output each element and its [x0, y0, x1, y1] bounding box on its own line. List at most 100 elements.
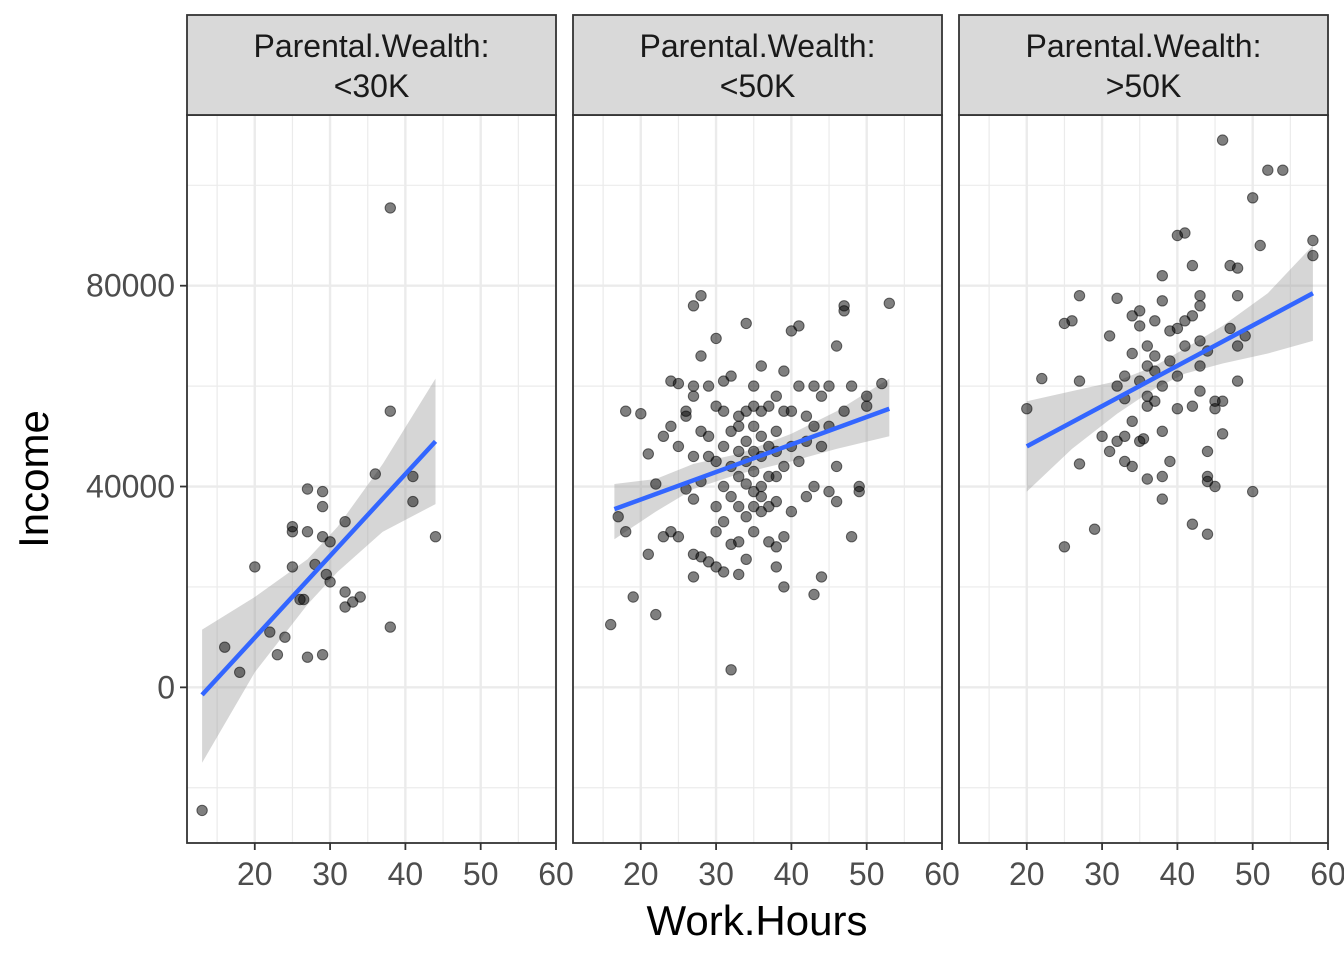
x-tick-label: 20 — [1009, 856, 1045, 892]
x-tick-label: 50 — [463, 856, 499, 892]
data-point — [876, 377, 888, 390]
data-point — [1209, 480, 1221, 493]
data-point — [695, 350, 707, 362]
data-point — [1307, 234, 1319, 247]
facet-strip-label: Parental.Wealth: — [640, 28, 876, 64]
data-point — [770, 425, 782, 437]
data-point — [339, 586, 351, 598]
data-point — [1194, 300, 1206, 312]
data-point — [1164, 455, 1176, 468]
data-point — [733, 500, 745, 513]
y-axis-title: Income — [10, 410, 57, 548]
data-point — [740, 553, 752, 565]
data-point — [1247, 192, 1259, 204]
data-point — [717, 516, 730, 528]
panel-background — [187, 115, 556, 843]
data-point — [793, 455, 805, 468]
data-point — [830, 340, 843, 352]
data-point — [755, 430, 767, 442]
data-point — [770, 561, 782, 573]
data-point — [808, 420, 820, 432]
data-point — [1119, 430, 1131, 442]
data-point — [815, 390, 828, 402]
data-point — [725, 490, 737, 503]
data-point — [1156, 270, 1169, 282]
data-point — [1134, 305, 1146, 317]
data-point — [642, 548, 654, 560]
x-tick-label: 40 — [1160, 856, 1196, 892]
panel-content — [605, 290, 895, 676]
data-point — [1096, 430, 1108, 442]
data-point — [755, 480, 767, 493]
data-point — [1216, 395, 1229, 407]
data-point — [733, 420, 745, 432]
data-point — [793, 380, 805, 392]
data-point — [748, 420, 760, 432]
facet-strip-label: <50K — [720, 68, 796, 104]
data-point — [800, 490, 813, 503]
data-point — [301, 526, 314, 538]
data-point — [1156, 470, 1169, 483]
data-point — [286, 521, 299, 533]
data-point — [748, 380, 760, 392]
data-point — [808, 588, 820, 601]
data-point — [748, 465, 760, 478]
data-point — [1103, 445, 1116, 458]
data-point — [264, 626, 276, 638]
trend-line — [1025, 291, 1315, 449]
data-point — [219, 641, 231, 653]
data-point — [725, 370, 737, 382]
x-tick-label: 50 — [1235, 856, 1271, 892]
data-point — [384, 202, 396, 214]
data-point — [234, 666, 246, 678]
data-point — [687, 571, 700, 583]
data-point — [1088, 523, 1101, 535]
x-tick-label: 60 — [538, 856, 574, 892]
facet-panel: Parental.Wealth: <50K 20 30 40 50 60 — [572, 14, 960, 892]
data-point — [605, 618, 617, 631]
data-point — [1209, 403, 1221, 415]
y-axis: 0 40000 80000 — [86, 268, 187, 705]
data-point — [1156, 425, 1169, 437]
panel-content — [1021, 134, 1319, 553]
data-point — [861, 400, 873, 412]
x-tick-label: 60 — [924, 856, 960, 892]
data-point — [838, 405, 850, 417]
data-point — [1137, 433, 1150, 445]
data-point — [316, 649, 329, 661]
data-point — [1149, 395, 1161, 407]
data-point — [770, 390, 782, 402]
data-point — [1179, 340, 1191, 352]
data-point — [1186, 259, 1199, 272]
data-point — [384, 621, 396, 633]
data-point — [815, 571, 828, 583]
data-point — [830, 495, 843, 508]
data-point — [763, 400, 775, 412]
y-tick-label: 0 — [157, 669, 175, 705]
data-point — [823, 485, 835, 498]
data-point — [1186, 310, 1199, 322]
data-point — [778, 460, 790, 473]
data-point — [1149, 350, 1161, 362]
data-point — [1156, 493, 1169, 505]
data-point — [286, 561, 299, 573]
facet-strip-label: Parental.Wealth: — [1026, 28, 1262, 64]
data-point — [354, 591, 366, 603]
data-point — [1179, 227, 1191, 239]
data-point — [1066, 315, 1078, 327]
data-point — [301, 651, 314, 663]
x-tick-label: 20 — [623, 856, 659, 892]
data-point — [853, 485, 865, 498]
data-point — [808, 380, 820, 392]
data-point — [271, 649, 284, 661]
data-point — [778, 581, 790, 593]
x-tick-label: 50 — [849, 856, 885, 892]
data-point — [1164, 355, 1176, 367]
data-point — [407, 470, 419, 483]
data-point — [1231, 290, 1244, 302]
data-point — [778, 531, 790, 543]
x-tick-label: 60 — [1310, 856, 1344, 892]
facet-strip-label: <30K — [334, 68, 410, 104]
data-point — [369, 468, 381, 480]
panel-background — [573, 115, 942, 843]
